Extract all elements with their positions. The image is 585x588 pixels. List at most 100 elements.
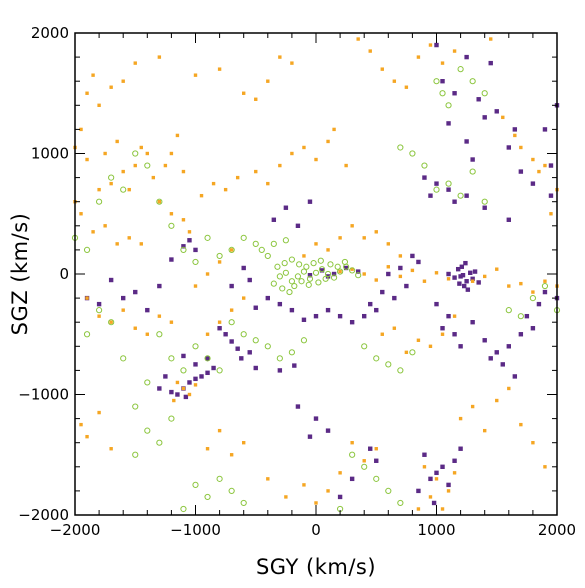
data-point-s0-73	[536, 301, 542, 307]
data-point-s0-22	[205, 370, 210, 376]
data-point-s0-127	[295, 223, 301, 228]
data-point-s0-142	[337, 494, 343, 500]
data-point-s0-32	[187, 238, 192, 243]
data-point-s1-127	[314, 501, 318, 505]
data-point-s2-46	[132, 150, 139, 157]
data-point-s0-67	[506, 217, 511, 222]
data-point-s0-117	[440, 79, 445, 84]
data-point-s1-98	[543, 279, 547, 283]
data-point-s2-7	[318, 266, 326, 273]
data-point-s1-76	[172, 398, 176, 403]
data-point-s2-83	[397, 144, 404, 151]
data-point-s2-27	[310, 260, 317, 267]
data-point-s1-77	[193, 383, 198, 387]
data-point-s1-14	[169, 151, 174, 156]
data-point-s1-159	[205, 332, 210, 336]
data-point-s1-120	[440, 507, 445, 511]
data-point-s1-60	[91, 230, 95, 234]
data-point-s0-2	[455, 266, 461, 272]
data-point-s1-132	[229, 453, 234, 457]
data-point-s1-153	[217, 260, 222, 264]
data-point-s2-72	[373, 355, 380, 362]
data-point-s0-89	[325, 307, 331, 313]
data-point-s2-76	[433, 186, 440, 193]
data-point-s0-118	[452, 91, 457, 96]
data-point-s1-148	[338, 236, 342, 240]
data-point-s2-50	[83, 246, 91, 253]
data-point-s2-92	[240, 499, 247, 507]
data-point-s2-3	[294, 273, 302, 280]
data-point-s1-5	[97, 187, 101, 192]
data-point-s1-122	[374, 447, 378, 451]
data-point-s2-23	[281, 260, 288, 267]
data-point-s1-29	[302, 145, 306, 150]
data-point-s2-43	[168, 222, 175, 229]
data-point-s1-81	[109, 447, 113, 451]
data-point-s1-16	[181, 169, 186, 174]
data-point-s1-54	[428, 43, 433, 47]
axis-ticks	[74, 32, 558, 516]
data-point-s1-100	[440, 332, 445, 336]
data-point-s2-34	[252, 240, 259, 247]
data-point-s0-42	[452, 458, 457, 463]
data-point-s0-104	[108, 277, 114, 283]
data-point-s0-141	[349, 476, 355, 482]
data-point-s1-135	[519, 145, 523, 150]
data-point-s1-91	[446, 277, 451, 281]
data-point-s1-90	[434, 271, 439, 275]
data-point-s2-74	[397, 367, 404, 374]
data-point-s2-58	[300, 337, 308, 344]
data-point-s1-119	[416, 507, 421, 511]
data-point-s1-110	[495, 398, 499, 403]
data-point-s2-88	[469, 78, 476, 85]
data-point-s0-68	[530, 181, 536, 186]
data-point-s1-78	[79, 422, 83, 427]
data-point-s0-37	[428, 476, 433, 482]
data-point-s0-79	[398, 265, 403, 271]
data-point-s1-0	[139, 145, 143, 150]
data-point-s1-94	[495, 267, 499, 271]
data-point-s0-121	[434, 42, 439, 48]
data-point-s0-17	[175, 392, 180, 397]
data-point-s2-90	[216, 475, 223, 482]
data-point-s1-21	[199, 193, 204, 198]
data-point-s0-99	[307, 273, 313, 278]
data-point-s1-17	[157, 200, 162, 204]
data-point-s0-122	[241, 265, 246, 271]
data-point-s1-65	[85, 296, 89, 300]
data-point-s0-131	[211, 365, 216, 371]
data-point-s0-74	[548, 163, 554, 168]
data-point-s2-5	[306, 275, 314, 282]
data-point-s0-65	[464, 193, 469, 198]
data-point-s2-39	[216, 252, 223, 260]
data-point-s1-83	[350, 267, 354, 271]
data-point-s1-62	[115, 242, 119, 246]
data-point-s0-60	[422, 175, 427, 180]
data-point-s0-107	[157, 283, 162, 289]
data-point-s1-117	[446, 489, 451, 493]
data-point-s1-55	[440, 61, 445, 65]
data-point-s2-53	[240, 331, 247, 338]
data-point-s1-11	[127, 187, 131, 192]
data-point-s0-132	[181, 353, 186, 359]
data-point-s2-37	[240, 234, 247, 241]
data-point-s1-128	[302, 483, 306, 487]
data-point-s0-50	[470, 320, 475, 325]
data-point-s0-111	[482, 115, 487, 120]
data-point-s0-24	[229, 339, 234, 344]
data-point-s0-29	[253, 365, 258, 371]
data-point-s1-41	[193, 73, 198, 77]
data-point-s2-1	[282, 269, 289, 276]
data-point-s0-71	[542, 289, 548, 295]
data-point-s0-18	[193, 376, 198, 382]
data-point-s2-97	[361, 463, 368, 470]
data-point-s2-104	[529, 295, 537, 302]
data-point-s0-95	[253, 305, 258, 310]
data-point-s0-81	[404, 283, 409, 289]
data-point-s0-69	[518, 169, 524, 174]
data-point-s1-8	[79, 127, 83, 132]
data-point-s1-10	[115, 139, 119, 144]
data-point-s1-158	[217, 320, 222, 324]
data-point-s1-80	[97, 410, 101, 415]
data-point-s2-10	[337, 268, 344, 275]
